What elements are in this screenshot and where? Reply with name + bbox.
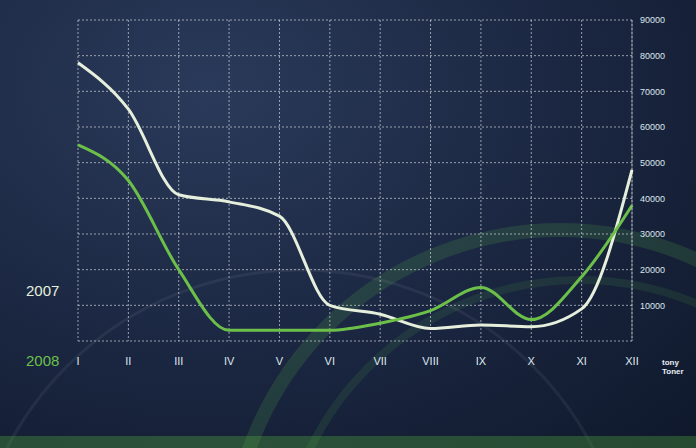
svg-text:I: I <box>76 355 79 367</box>
svg-text:80000: 80000 <box>640 51 665 61</box>
svg-text:X: X <box>528 355 536 367</box>
svg-text:60000: 60000 <box>640 122 665 132</box>
svg-text:20000: 20000 <box>640 265 665 275</box>
html-text:2008: 2008 <box>26 352 60 369</box>
svg-text:II: II <box>125 355 131 367</box>
svg-text:70000: 70000 <box>640 87 665 97</box>
svg-text:VII: VII <box>373 355 386 367</box>
svg-text:10000: 10000 <box>640 301 665 311</box>
svg-text:90000: 90000 <box>640 15 665 25</box>
svg-text:III: III <box>174 355 183 367</box>
svg-text:VIII: VIII <box>422 355 439 367</box>
svg-text:XI: XI <box>576 355 586 367</box>
svg-text:IV: IV <box>224 355 235 367</box>
svg-text:V: V <box>276 355 284 367</box>
svg-text:30000: 30000 <box>640 229 665 239</box>
html-text:Toner: Toner <box>662 367 684 376</box>
svg-text:40000: 40000 <box>640 194 665 204</box>
svg-text:IX: IX <box>476 355 487 367</box>
svg-text:VI: VI <box>325 355 335 367</box>
html-text:tony: tony <box>662 358 679 367</box>
svg-text:XII: XII <box>625 355 638 367</box>
html-text:2007: 2007 <box>26 282 60 299</box>
svg-text:50000: 50000 <box>640 158 665 168</box>
